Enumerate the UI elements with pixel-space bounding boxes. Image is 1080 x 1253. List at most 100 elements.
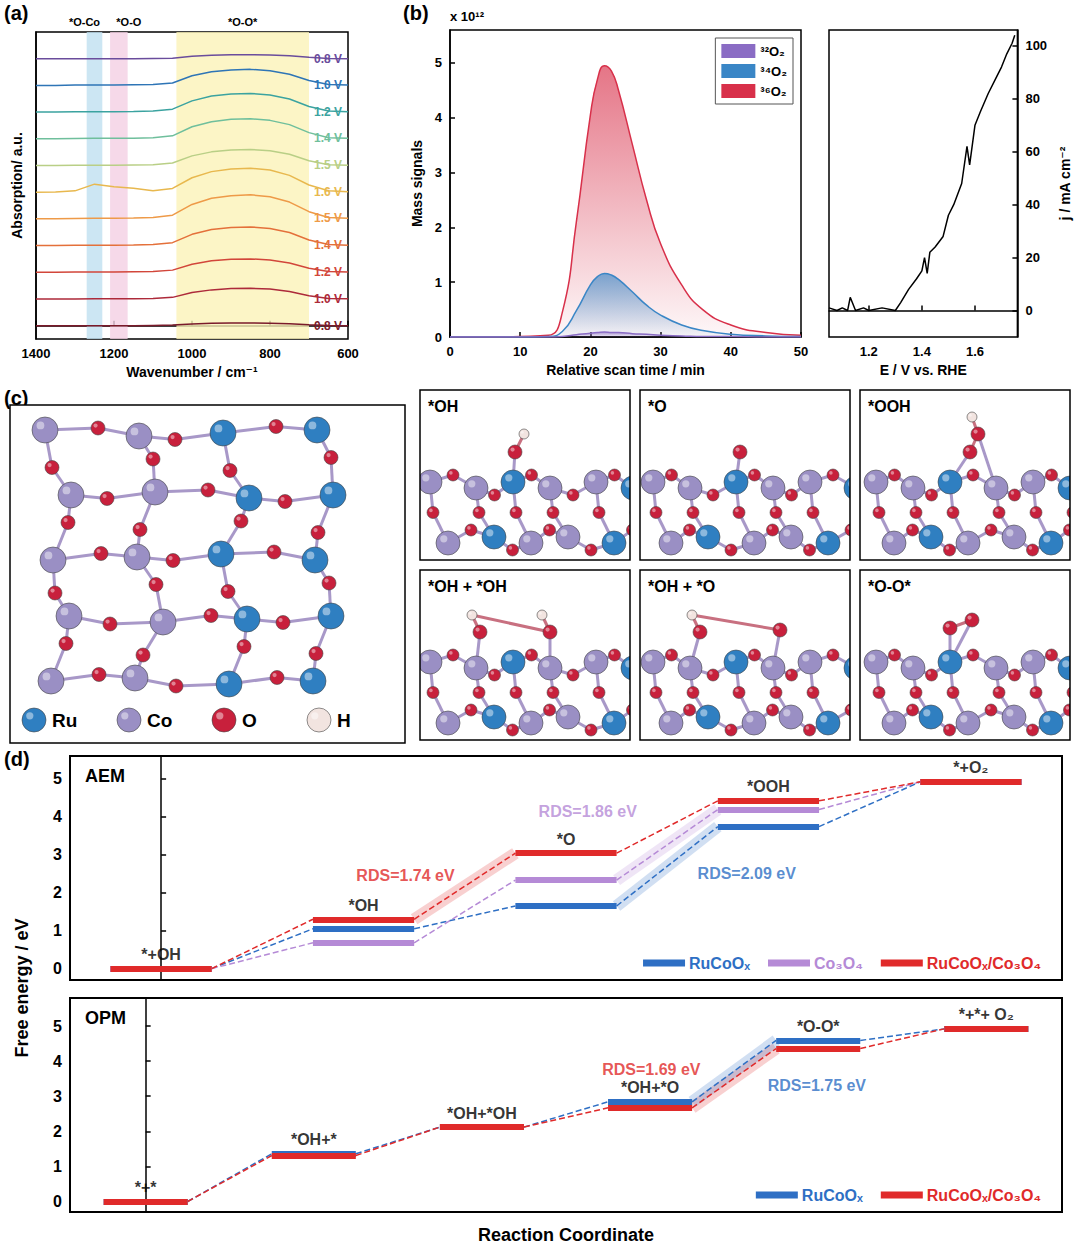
svg-text:³²O₂: ³²O₂	[760, 44, 785, 59]
svg-text:40: 40	[1025, 197, 1039, 212]
svg-text:1.6: 1.6	[966, 344, 984, 359]
svg-text:40: 40	[724, 344, 738, 359]
svg-text:*+*+ O₂: *+*+ O₂	[959, 1006, 1014, 1023]
svg-text:2: 2	[53, 1123, 62, 1140]
svg-text:80: 80	[1025, 91, 1039, 106]
svg-text:OPM: OPM	[85, 1008, 126, 1028]
svg-text:E / V vs. RHE: E / V vs. RHE	[880, 362, 967, 378]
svg-text:20: 20	[1025, 250, 1039, 265]
svg-text:4: 4	[53, 1053, 62, 1070]
svg-text:1.4: 1.4	[913, 344, 932, 359]
svg-text:0: 0	[435, 330, 442, 345]
svg-text:*O: *O	[557, 831, 576, 848]
svg-text:1.0 V: 1.0 V	[314, 292, 342, 306]
svg-text:*O-Co: *O-Co	[69, 16, 100, 28]
svg-text:1.0 V: 1.0 V	[314, 78, 342, 92]
svg-text:*OH+*O: *OH+*O	[621, 1079, 679, 1096]
svg-text:1.5 V: 1.5 V	[314, 158, 342, 172]
svg-text:100: 100	[1025, 38, 1047, 53]
svg-text:*+O₂: *+O₂	[953, 759, 988, 776]
svg-text:1200: 1200	[100, 346, 129, 361]
svg-text:*O-O*: *O-O*	[797, 1018, 840, 1035]
svg-text:*OH: *OH	[348, 897, 378, 914]
svg-text:*OH + *OH: *OH + *OH	[428, 578, 507, 595]
svg-text:3: 3	[435, 165, 442, 180]
svg-text:2: 2	[53, 884, 62, 901]
svg-text:50: 50	[794, 344, 808, 359]
svg-text:j / mA cm⁻²: j / mA cm⁻²	[1057, 146, 1073, 221]
svg-text:RuCoOₓ: RuCoOₓ	[802, 1187, 863, 1204]
svg-text:H: H	[337, 710, 351, 731]
svg-text:5: 5	[53, 770, 62, 787]
svg-text:RuCoOₓ/Co₃O₄: RuCoOₓ/Co₃O₄	[927, 1187, 1041, 1204]
svg-text:*OOH: *OOH	[868, 398, 911, 415]
svg-text:Mass signals: Mass signals	[409, 140, 425, 227]
svg-text:O: O	[242, 710, 257, 731]
svg-text:1.2 V: 1.2 V	[314, 105, 342, 119]
svg-text:1: 1	[435, 275, 442, 290]
svg-text:30: 30	[653, 344, 667, 359]
svg-text:*+OH: *+OH	[141, 946, 181, 963]
svg-text:*O-O*: *O-O*	[228, 16, 258, 28]
svg-text:4: 4	[435, 110, 443, 125]
svg-text:RDS=1.74 eV: RDS=1.74 eV	[356, 867, 455, 884]
svg-text:Co: Co	[147, 710, 172, 731]
svg-text:Wavenumber / cm⁻¹: Wavenumber / cm⁻¹	[126, 364, 258, 380]
svg-text:1.6 V: 1.6 V	[314, 185, 342, 199]
svg-text:0: 0	[53, 960, 62, 977]
svg-text:0: 0	[53, 1193, 62, 1210]
svg-text:60: 60	[1025, 144, 1039, 159]
svg-text:3: 3	[53, 1088, 62, 1105]
svg-text:0.8 V: 0.8 V	[314, 52, 342, 66]
svg-text:5: 5	[435, 55, 442, 70]
svg-text:*OOH: *OOH	[747, 778, 790, 795]
svg-text:*OH+*OH: *OH+*OH	[447, 1105, 517, 1122]
svg-text:RuCoOₓ: RuCoOₓ	[689, 955, 750, 972]
svg-text:x 10¹²: x 10¹²	[450, 9, 485, 24]
svg-text:Co₃O₄: Co₃O₄	[814, 955, 863, 972]
svg-text:*O-O: *O-O	[116, 16, 142, 28]
svg-text:5: 5	[53, 1018, 62, 1035]
svg-text:*OH+*: *OH+*	[291, 1131, 338, 1148]
html-text:(a): (a)	[4, 2, 29, 24]
svg-text:AEM: AEM	[85, 766, 125, 786]
svg-text:RDS=1.75 eV: RDS=1.75 eV	[768, 1077, 867, 1094]
svg-text:Absorption/ a.u.: Absorption/ a.u.	[9, 132, 25, 239]
svg-text:4: 4	[53, 808, 62, 825]
svg-text:1.2: 1.2	[860, 344, 878, 359]
svg-text:1.2 V: 1.2 V	[314, 265, 342, 279]
html-text:(b): (b)	[403, 2, 429, 24]
svg-text:RDS=1.86 eV: RDS=1.86 eV	[539, 803, 638, 820]
svg-text:Ru: Ru	[52, 710, 77, 731]
svg-text:0: 0	[1025, 303, 1032, 318]
svg-text:1: 1	[53, 922, 62, 939]
svg-text:1400: 1400	[22, 346, 51, 361]
svg-text:Reaction Coordinate: Reaction Coordinate	[478, 1225, 654, 1245]
svg-text:1.4 V: 1.4 V	[314, 131, 342, 145]
svg-text:³⁶O₂: ³⁶O₂	[760, 84, 786, 99]
svg-text:0: 0	[446, 344, 453, 359]
svg-text:RuCoOₓ/Co₃O₄: RuCoOₓ/Co₃O₄	[927, 955, 1041, 972]
svg-text:*+*: *+*	[135, 1179, 158, 1196]
svg-text:Free energy / eV: Free energy / eV	[12, 918, 32, 1057]
svg-text:20: 20	[583, 344, 597, 359]
svg-text:³⁴O₂: ³⁴O₂	[760, 64, 787, 79]
svg-text:RDS=2.09 eV: RDS=2.09 eV	[698, 865, 797, 882]
svg-text:0.8 V: 0.8 V	[314, 319, 342, 333]
svg-text:1.5 V: 1.5 V	[314, 211, 342, 225]
svg-text:*O-O*: *O-O*	[868, 578, 911, 595]
svg-text:1.4 V: 1.4 V	[314, 238, 342, 252]
html-text:(c): (c)	[4, 387, 29, 409]
svg-text:800: 800	[259, 346, 281, 361]
svg-text:*O: *O	[648, 398, 667, 415]
svg-text:1000: 1000	[178, 346, 207, 361]
svg-text:10: 10	[513, 344, 527, 359]
svg-text:RDS=1.69 eV: RDS=1.69 eV	[602, 1061, 701, 1078]
svg-text:*OH + *O: *OH + *O	[648, 578, 715, 595]
svg-text:3: 3	[53, 846, 62, 863]
svg-text:600: 600	[337, 346, 359, 361]
svg-text:*OH: *OH	[428, 398, 458, 415]
svg-text:Relative scan time / min: Relative scan time / min	[546, 362, 705, 378]
svg-text:1: 1	[53, 1158, 62, 1175]
svg-text:2: 2	[435, 220, 442, 235]
